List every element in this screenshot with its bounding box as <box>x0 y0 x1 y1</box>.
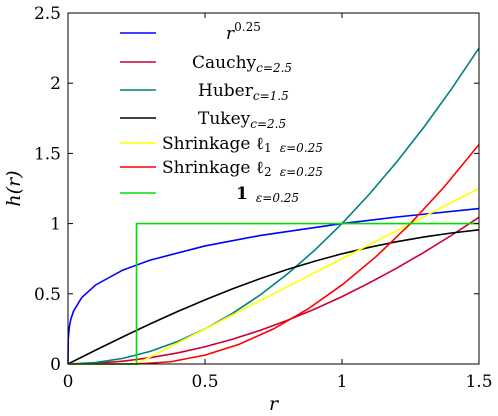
y-axis-label: h(r) <box>3 170 25 206</box>
legend-label-main: r <box>226 24 235 44</box>
y-tick-label: 2.5 <box>34 4 61 24</box>
legend-item-huber: Huberc=1.5 <box>120 81 289 103</box>
legend-label-main: Shrinkage ℓ <box>162 158 264 178</box>
legend-label-suffix: 2 <box>264 165 272 179</box>
legend-item-tukey: Tukeyc=2.5 <box>120 109 286 131</box>
legend-label-suffix: 1 <box>264 141 272 155</box>
legend-item-shrink1: Shrinkage ℓ1 ε=0.25 <box>120 134 323 155</box>
legend-label-sub: c=1.5 <box>253 89 289 103</box>
series-line-shrink2 <box>68 144 480 365</box>
x-tick-label: 0.5 <box>191 372 218 392</box>
legend-label-main: 1 <box>236 184 248 204</box>
legend-item-shrink2: Shrinkage ℓ2 ε=0.25 <box>120 158 323 179</box>
legend-label: Huberc=1.5 <box>198 81 289 103</box>
series-line-power <box>67 207 480 365</box>
legend-label-main: Tukey <box>198 109 251 129</box>
legend-label: Shrinkage ℓ2 ε=0.25 <box>162 158 323 179</box>
x-tick-label: 1 <box>337 372 348 392</box>
legend-label: Tukeyc=2.5 <box>198 109 286 131</box>
legend-item-indicator: 1 ε=0.25 <box>120 184 299 205</box>
tick-labels: 0 0.5 1 1.5 0 0.5 1 1.5 2 2.5 <box>34 4 493 392</box>
axes-frame <box>67 12 480 365</box>
x-tick-label: 0 <box>63 372 74 392</box>
y-tick-label: 0 <box>50 355 61 375</box>
axis-ticks <box>67 12 480 365</box>
x-tick-label: 1.5 <box>465 372 492 392</box>
y-tick-label: 2 <box>50 74 61 94</box>
legend-item-cauchy: Cauchyc=2.5 <box>120 53 292 75</box>
legend-label-sub: ε=0.25 <box>256 191 299 205</box>
legend-label-sub: c=2.5 <box>250 117 286 131</box>
legend-label-main: Huber <box>198 81 254 101</box>
series-line-cauchy <box>67 216 480 365</box>
legend-label: Shrinkage ℓ1 ε=0.25 <box>162 134 323 155</box>
x-axis-label: r <box>269 393 280 415</box>
legend-label-sup: 0.25 <box>234 20 261 34</box>
y-tick-label: 0.5 <box>34 285 61 305</box>
legend-label-sub: c=2.5 <box>256 61 292 75</box>
legend-label-sub: ε=0.25 <box>280 141 323 155</box>
legend-label-main: Cauchy <box>192 53 257 73</box>
legend-label-main: Shrinkage ℓ <box>162 134 264 154</box>
y-tick-label: 1 <box>50 215 61 235</box>
legend: r0.25Cauchyc=2.5Huberc=1.5Tukeyc=2.5Shri… <box>120 20 323 205</box>
legend-label-sub: ε=0.25 <box>280 165 323 179</box>
y-tick-label: 1.5 <box>34 144 61 164</box>
legend-label: 1 ε=0.25 <box>236 184 299 205</box>
legend-item-power: r0.25 <box>120 20 261 44</box>
series-line-tukey <box>67 228 480 365</box>
legend-label: Cauchyc=2.5 <box>192 53 292 75</box>
legend-label: r0.25 <box>226 20 261 44</box>
